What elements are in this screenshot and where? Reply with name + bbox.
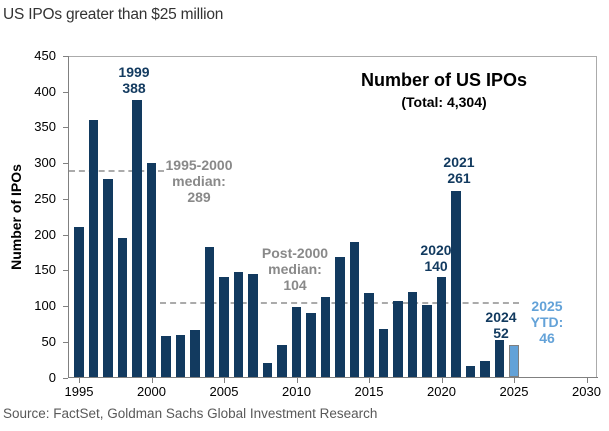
y-tick-label: 400	[34, 83, 56, 99]
x-axis-tick	[296, 378, 298, 383]
bar-2000	[146, 163, 157, 378]
x-axis-tick	[586, 378, 588, 383]
bar-2003	[190, 330, 200, 378]
annotation-median-post-2000: Post-2000 median: 104	[262, 245, 328, 293]
y-axis-tick	[63, 377, 68, 379]
x-axis-tick	[151, 378, 153, 383]
x-axis-tick	[79, 378, 80, 383]
annotation-line: Post-2000	[261, 244, 329, 261]
bar-1999	[132, 100, 142, 378]
x-tick-label: 2025	[499, 384, 529, 399]
bar-2011	[306, 313, 316, 378]
bar-2024	[494, 340, 505, 378]
bar-1997	[103, 178, 113, 378]
y-tick-label: 100	[34, 298, 56, 314]
x-tick-label: 2020	[427, 384, 456, 399]
bar-2001	[161, 336, 171, 378]
chart-subtitle: (Total: 4,304)	[401, 94, 487, 110]
bar-2022	[465, 366, 476, 378]
annotation-line: YTD:	[530, 313, 564, 330]
annotation-line: 2024	[485, 308, 517, 325]
bar-2023	[480, 361, 490, 378]
annotation-line: 1999	[118, 63, 150, 80]
annotation-line: 1995-2000	[165, 156, 233, 173]
annotation-line: 52	[493, 325, 509, 341]
bar-2019	[422, 305, 432, 378]
x-axis-line	[68, 377, 598, 378]
x-tick-label: 2015	[354, 384, 384, 399]
annotation-line: 2025	[531, 297, 563, 314]
annotation-line: 388	[122, 80, 146, 96]
bar-2002	[175, 334, 186, 378]
y-axis-tick	[63, 56, 68, 57]
bar-2014	[349, 241, 360, 378]
bar-2017	[393, 301, 403, 378]
bar-2015	[364, 293, 374, 378]
annotation-label-1999: 1999 388	[118, 64, 149, 96]
y-tick-label: 300	[34, 155, 56, 171]
chart-title: Number of US IPOs	[360, 70, 528, 90]
annotation-label-2024: 2024 52	[485, 309, 516, 341]
source-note: Source: FactSet, Goldman Sachs Global In…	[3, 406, 378, 421]
bar-2025	[509, 344, 519, 378]
bar-2013	[335, 257, 345, 378]
x-axis-tick	[224, 378, 225, 383]
y-tick-label: 150	[34, 262, 56, 278]
annotation-median-1995-2000: 1995-2000 median: 289	[166, 157, 233, 205]
median-1995-2000-line	[69, 170, 164, 173]
x-tick-label: 2010	[282, 384, 311, 399]
x-axis-tick	[369, 378, 370, 383]
bar-2018	[407, 292, 418, 378]
bar-1995	[74, 227, 84, 378]
bar-1998	[117, 238, 128, 378]
bar-2010	[291, 307, 302, 378]
bar-1996	[88, 120, 99, 378]
y-axis-tick	[63, 91, 68, 93]
bar-2008	[262, 363, 273, 378]
y-axis-tick	[63, 234, 68, 236]
page-title: US IPOs greater than $25 million	[3, 6, 224, 23]
y-tick-label: 250	[34, 190, 56, 206]
bar-2007	[248, 273, 258, 378]
annotation-line: median:	[172, 172, 226, 189]
x-tick-label: 2000	[137, 384, 166, 399]
y-axis-tick	[63, 270, 68, 272]
x-tick-label: 1995	[64, 384, 94, 399]
annotation-label-2020: 2020 140	[420, 242, 451, 274]
y-axis-tick	[63, 306, 68, 308]
bar-2005	[219, 277, 229, 378]
annotation-line: 104	[283, 277, 307, 294]
bar-2021	[451, 191, 461, 378]
bar-2020	[436, 277, 447, 378]
annotation-label-2025: 2025 YTD: 46	[531, 298, 564, 346]
bar-2009	[277, 345, 287, 378]
y-axis-tick	[63, 341, 68, 343]
bar-2016	[378, 328, 389, 378]
bar-2004	[204, 246, 215, 378]
annotation-line: 46	[539, 330, 555, 347]
y-axis-line	[68, 56, 69, 378]
x-tick-label: 2030	[572, 384, 601, 399]
annotation-line: 289	[187, 189, 211, 206]
x-axis-tick	[441, 378, 443, 383]
bar-2006	[233, 272, 244, 378]
y-tick-label: 200	[34, 226, 56, 242]
annotation-line: 2020	[420, 241, 452, 258]
annotation-line: 261	[447, 170, 471, 186]
y-axis-tick	[63, 127, 68, 129]
y-axis-tick	[63, 198, 68, 200]
x-tick-label: 2005	[209, 384, 239, 399]
y-tick-label: 50	[41, 333, 56, 349]
x-axis-tick	[514, 378, 515, 383]
bar-2012	[320, 297, 331, 378]
y-axis-tick	[63, 163, 68, 165]
annotation-label-2021: 2021 261	[443, 154, 474, 186]
annotation-line: 140	[424, 258, 448, 274]
y-tick-label: 0	[48, 369, 56, 385]
y-tick-label: 450	[34, 48, 56, 63]
annotation-line: median:	[268, 260, 322, 277]
y-tick-label: 350	[34, 119, 56, 135]
annotation-line: 2021	[443, 153, 475, 170]
